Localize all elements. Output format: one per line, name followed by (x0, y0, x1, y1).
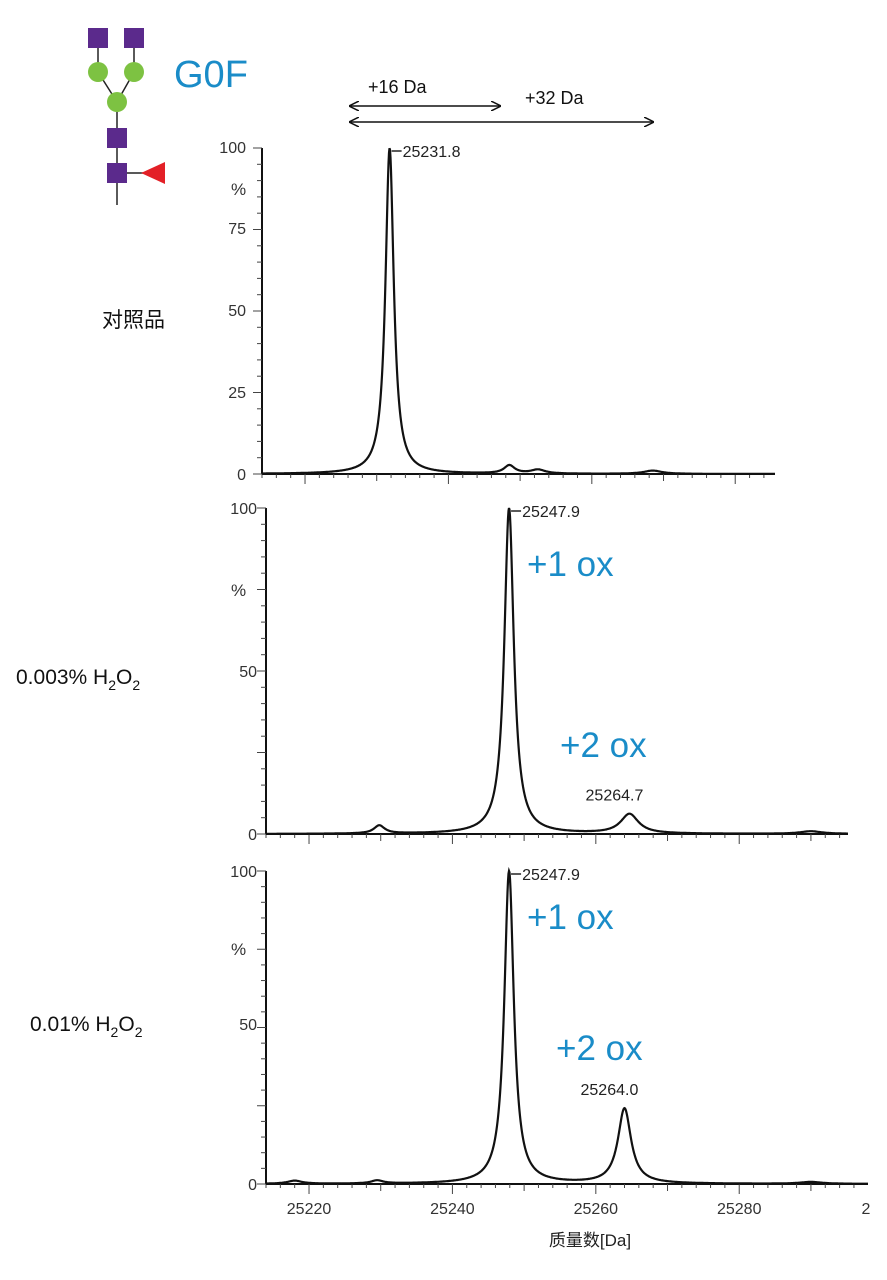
plus1-ox-annotation: +1 ox (527, 898, 614, 937)
y-tick-label: 0 (237, 467, 246, 484)
glcnac-square-icon (124, 28, 144, 48)
plus1-ox-annotation: +1 ox (527, 545, 614, 584)
spectrum-panel-reference: 对照品 % 0 25 50 75 100 25231.8 (102, 140, 775, 484)
y-tick-label: 100 (230, 864, 257, 881)
minor-peak-label: 25264.7 (586, 787, 644, 804)
plus16-label: +16 Da (368, 77, 428, 97)
x-tick-label: 2 (862, 1201, 871, 1218)
spectrum-panel-001-h2o2: 0.01% H2O2 % 0 50 100 25247.9 25264.0 +1… (30, 864, 871, 1250)
x-tick-label: 25280 (717, 1201, 762, 1218)
mass-shift-arrows: +16 Da +32 Da (350, 77, 653, 122)
y-tick-labels: 0 25 50 75 100 (219, 140, 246, 484)
y-tick-label: 50 (239, 664, 257, 681)
glcnac-square-icon (107, 128, 127, 148)
glycan-structure (88, 28, 165, 205)
plus32-label: +32 Da (525, 88, 585, 108)
y-unit-label: % (231, 940, 246, 959)
mannose-circle-icon (88, 62, 108, 82)
peak-label: 25247.9 (522, 867, 580, 884)
spectrum-trace (262, 147, 775, 475)
mannose-circle-icon (107, 92, 127, 112)
y-tick-label: 0 (248, 1177, 257, 1194)
spectrum-trace (266, 507, 848, 835)
glycan-name: G0F (174, 54, 248, 96)
y-tick-label: 25 (228, 385, 246, 402)
y-unit-label: % (231, 581, 246, 600)
spectrum-panel-0003-h2o2: 0.003% H2O2 % 0 50 100 25247.9 25264.7 +… (16, 501, 848, 844)
x-tick-labels: 25220 25240 25260 25280 2 (287, 1201, 871, 1218)
sample-label: 对照品 (102, 309, 165, 332)
x-tick-label: 25240 (430, 1201, 475, 1218)
spectrum-trace (266, 866, 868, 1185)
y-tick-labels: 0 50 100 (230, 864, 257, 1194)
peak-label: 25247.9 (522, 504, 580, 521)
sample-label: 0.01% H2O2 (30, 1013, 143, 1040)
x-tick-label: 25220 (287, 1201, 332, 1218)
mannose-circle-icon (124, 62, 144, 82)
y-tick-label: 100 (230, 501, 257, 518)
peak-label: 25231.8 (403, 144, 461, 161)
plus2-ox-annotation: +2 ox (560, 726, 647, 765)
y-tick-label: 50 (239, 1017, 257, 1034)
sample-label: 0.003% H2O2 (16, 666, 140, 693)
glcnac-square-icon (107, 163, 127, 183)
y-tick-label: 50 (228, 303, 246, 320)
glcnac-square-icon (88, 28, 108, 48)
y-unit-label: % (231, 180, 246, 199)
x-axis-label: 质量数[Da] (549, 1231, 631, 1250)
x-tick-label: 25260 (574, 1201, 619, 1218)
y-tick-label: 0 (248, 827, 257, 844)
minor-peak-label: 25264.0 (581, 1082, 639, 1099)
fucose-triangle-icon (141, 162, 165, 184)
plus2-ox-annotation: +2 ox (556, 1029, 643, 1068)
y-tick-labels: 0 50 100 (230, 501, 257, 844)
y-tick-label: 100 (219, 140, 246, 157)
y-tick-label: 75 (228, 221, 246, 238)
